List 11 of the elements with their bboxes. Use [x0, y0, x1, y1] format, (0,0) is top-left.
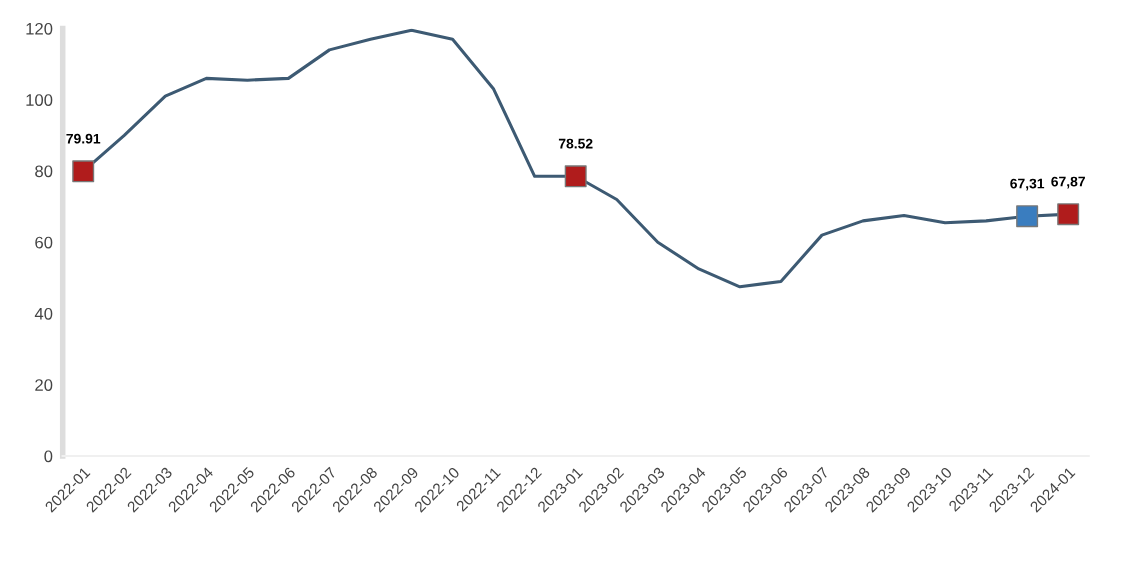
y-tick-label: 80: [35, 165, 53, 178]
point: [1016, 205, 1039, 228]
point: [564, 165, 587, 188]
y-tick-label: 100: [26, 94, 53, 106]
y-tick-label: 0: [44, 450, 53, 463]
point: [72, 160, 95, 183]
point: [1057, 203, 1080, 226]
y-tick-label: 120: [26, 22, 53, 35]
y-tick-label: 20: [35, 379, 53, 391]
y-tick-label: 40: [34, 307, 53, 320]
y-tick-label: 60: [35, 236, 53, 249]
